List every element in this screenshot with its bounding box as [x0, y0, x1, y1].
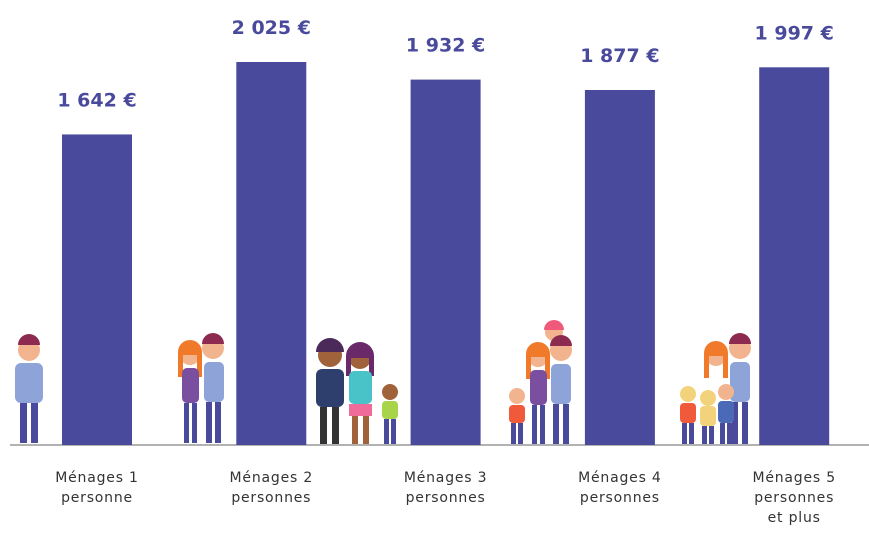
value-label: 1 932 €: [406, 35, 485, 57]
category-label: Ménages 2 personnes: [221, 468, 321, 508]
bar: [62, 134, 132, 445]
category-label: Ménages 1 personne: [47, 468, 147, 508]
bar: [236, 62, 306, 445]
category-label: Ménages 3 personnes: [396, 468, 496, 508]
value-label: 1 997 €: [755, 22, 834, 44]
chart: 1 642 € 2 025 € 1 932 € 1 877 € 1 997 €: [0, 0, 869, 533]
bar: [759, 67, 829, 445]
value-label: 2 025 €: [232, 17, 311, 39]
bar: [411, 80, 481, 445]
category-label: Ménages 5 personnes et plus: [744, 468, 844, 528]
bar: [585, 90, 655, 445]
category-label: Ménages 4 personnes: [570, 468, 670, 508]
page: {"chart_data": {"type": "bar", "categori…: [0, 0, 869, 533]
value-label: 1 642 €: [57, 89, 136, 111]
value-label: 1 877 €: [580, 45, 659, 67]
